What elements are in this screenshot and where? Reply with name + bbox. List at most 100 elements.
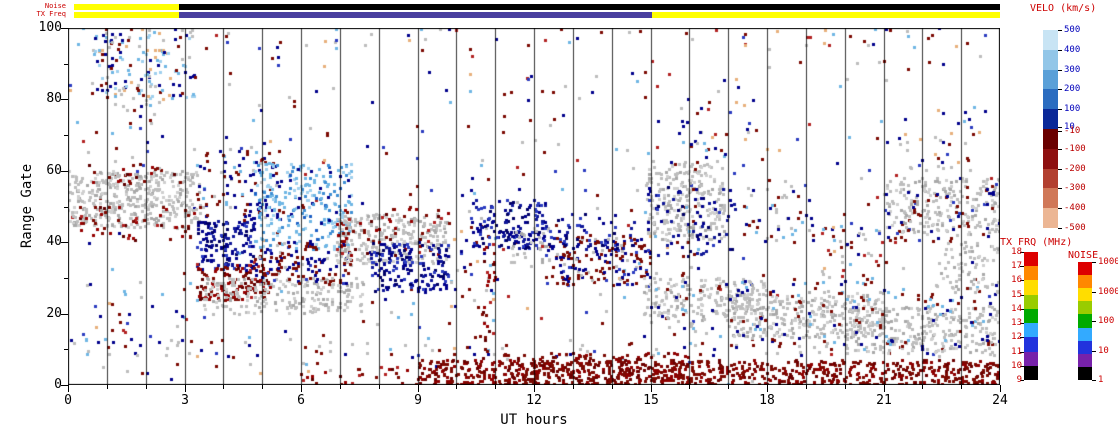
noise-colorbar-segment: [1078, 327, 1092, 342]
txfrq-colorbar-tick-label: 18: [1011, 247, 1022, 257]
noise-colorbar-segment: [1078, 262, 1092, 276]
noise-colorbar-segment: [1078, 314, 1092, 329]
velocity-colorbar-tick-label: -200: [1064, 164, 1086, 174]
velocity-colorbar-segment: [1043, 129, 1058, 150]
y-tick: [64, 64, 68, 65]
x-tick-label: 24: [992, 393, 1008, 408]
x-tick: [922, 385, 923, 389]
noise-colorbar: [1078, 262, 1092, 381]
x-tick: [146, 385, 147, 389]
velocity-colorbar-tick-label: 500: [1064, 25, 1081, 35]
x-tick-label: 6: [297, 393, 305, 408]
velocity-colorbar-tick-label: 10: [1064, 122, 1075, 132]
x-tick-label: 15: [643, 393, 659, 408]
x-tick-label: 18: [759, 393, 775, 408]
x-tick: [806, 385, 807, 389]
txfrq-colorbar-tick: [1020, 352, 1024, 353]
velocity-colorbar-tick-label: -400: [1064, 203, 1086, 213]
x-tick: [185, 385, 186, 392]
y-tick-label: 0: [54, 377, 62, 392]
noise-colorbar-title: NOISE: [1068, 250, 1099, 261]
noise-colorbar-tick: [1092, 321, 1096, 322]
velocity-colorbar-tick-label: -100: [1064, 144, 1086, 154]
txfrq-colorbar-tick: [1020, 366, 1024, 367]
txfrq-colorbar-tick: [1020, 380, 1024, 381]
txfrq-colorbar: [1024, 252, 1038, 381]
txfrq-colorbar-tick-label: 15: [1011, 290, 1022, 300]
y-tick: [61, 314, 68, 315]
strip-segment: [178, 12, 653, 18]
noise-colorbar-tick-label: 1: [1098, 375, 1104, 385]
velocity-colorbar: [1043, 30, 1058, 229]
noise-colorbar-segment: [1078, 275, 1092, 289]
velocity-colorbar-tick-label: -300: [1064, 183, 1086, 193]
x-tick: [223, 385, 224, 389]
y-tick: [61, 242, 68, 243]
strip-segment: [73, 12, 179, 18]
noise-colorbar-tick: [1092, 380, 1096, 381]
noise-colorbar-segment: [1078, 353, 1092, 368]
x-tick: [68, 385, 69, 392]
txfrq-colorbar-segment: [1024, 280, 1038, 296]
velocity-colorbar-segment: [1043, 188, 1058, 209]
x-tick: [884, 385, 885, 392]
plot-canvas: [68, 28, 1000, 385]
velocity-colorbar-segment: [1043, 49, 1058, 71]
noise-colorbar-segment: [1078, 366, 1092, 381]
y-tick: [64, 135, 68, 136]
txfrq-colorbar-tick: [1020, 295, 1024, 296]
txfrq-colorbar-tick-label: 9: [1016, 375, 1022, 385]
velocity-colorbar-tick: [1058, 131, 1062, 132]
txfrq-colorbar-tick: [1020, 323, 1024, 324]
noise-colorbar-tick-label: 1000: [1098, 287, 1118, 297]
x-tick: [379, 385, 380, 389]
velocity-colorbar-segment: [1043, 208, 1058, 229]
x-tick: [689, 385, 690, 389]
noise-strip: [68, 4, 1000, 10]
noise-colorbar-tick-label: 10: [1098, 346, 1109, 356]
velocity-colorbar-tick: [1058, 30, 1062, 31]
velocity-colorbar-tick-label: 400: [1064, 45, 1081, 55]
txfrq-colorbar-segment: [1024, 351, 1038, 367]
txfrq-colorbar-tick-label: 13: [1011, 318, 1022, 328]
txfrq-colorbar-tick-label: 10: [1011, 361, 1022, 371]
x-tick: [418, 385, 419, 392]
noise-colorbar-tick: [1092, 292, 1096, 293]
txfrq-colorbar-segment: [1024, 308, 1038, 324]
velocity-colorbar-tick-label: -10: [1064, 126, 1081, 136]
velocity-colorbar-title: VELO (km/s): [1030, 3, 1097, 14]
y-tick-label: 100: [38, 20, 62, 35]
velocity-colorbar-tick: [1058, 228, 1062, 229]
noise-colorbar-tick: [1092, 262, 1096, 263]
y-tick: [61, 99, 68, 100]
x-tick-label: 0: [64, 393, 72, 408]
txfrq-colorbar-tick: [1020, 280, 1024, 281]
y-tick: [64, 278, 68, 279]
x-tick: [961, 385, 962, 389]
txfrq-colorbar-tick-label: 16: [1011, 275, 1022, 285]
velocity-colorbar-tick-label: 200: [1064, 84, 1081, 94]
y-tick: [61, 171, 68, 172]
x-tick: [573, 385, 574, 389]
y-tick: [64, 349, 68, 350]
txfrq-colorbar-segment: [1024, 252, 1038, 267]
x-tick: [301, 385, 302, 392]
txfrq-colorbar-tick-label: 11: [1011, 347, 1022, 357]
noise-strip-label: Noise: [44, 2, 66, 10]
txfrq-colorbar-tick-label: 14: [1011, 304, 1022, 314]
noise-colorbar-tick-label: 10000: [1098, 257, 1118, 267]
txfrq-colorbar-tick: [1020, 337, 1024, 338]
txfrq-colorbar-title: TX FRQ (MHz): [1000, 237, 1073, 248]
x-tick: [728, 385, 729, 389]
velocity-colorbar-segment: [1043, 89, 1058, 110]
velocity-colorbar-segment: [1043, 148, 1058, 170]
velocity-colorbar-tick: [1058, 208, 1062, 209]
txfrq-colorbar-segment: [1024, 323, 1038, 338]
x-tick: [651, 385, 652, 392]
txfrq-colorbar-segment: [1024, 337, 1038, 353]
y-tick: [61, 385, 68, 386]
x-axis-label: UT hours: [500, 412, 568, 428]
txfrq-colorbar-segment: [1024, 365, 1038, 381]
txfrq-colorbar-tick: [1020, 309, 1024, 310]
